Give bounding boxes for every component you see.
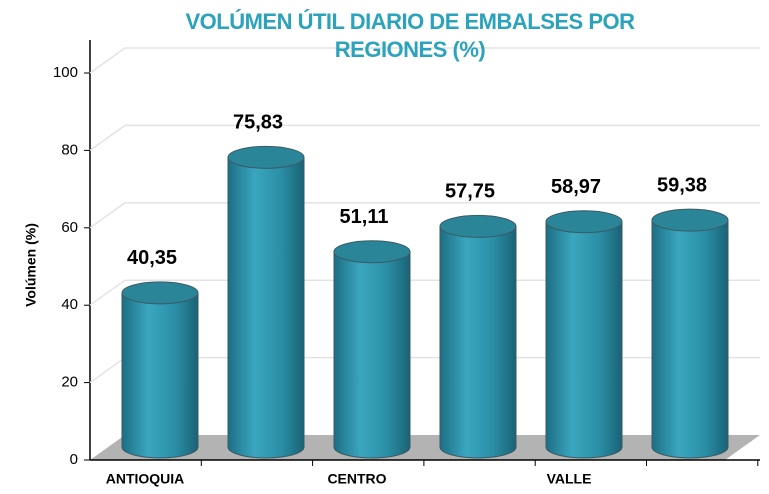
cylinder: [545, 221, 623, 459]
y-tick-label: 60: [61, 219, 78, 236]
cylinder: [333, 251, 411, 459]
cylinder-top: [545, 210, 623, 234]
cylinder-top: [651, 208, 729, 232]
y-tick-label: 80: [61, 141, 78, 158]
x-tick-label: VALLE: [547, 471, 592, 487]
y-tick-label: 100: [53, 64, 78, 81]
y-tick-label: 0: [70, 451, 78, 468]
cylinder-top: [121, 281, 199, 305]
x-tick-label: CENTRO: [327, 471, 386, 487]
y-tick-label: 20: [61, 374, 78, 391]
grid-line: [89, 202, 760, 229]
value-label: 51,11: [340, 206, 389, 228]
value-label: 75,83: [233, 112, 283, 134]
chart-title: VOLÚMEN ÚTIL DIARIO DE EMBALSES POR REGI…: [185, 9, 635, 62]
cylinder-top: [227, 145, 305, 169]
cylinder-top: [333, 240, 411, 264]
cylinder-top: [439, 214, 517, 238]
value-label: 57,75: [445, 181, 495, 203]
cylinder: [439, 225, 517, 459]
value-label: 40,35: [127, 247, 177, 269]
cylinder: [121, 292, 199, 459]
y-axis-label: Volúmen (%): [23, 223, 39, 307]
value-label: 59,38: [657, 174, 707, 196]
y-tick-label: 40: [61, 296, 78, 313]
cylinder: [651, 219, 729, 459]
grid-line: [89, 124, 760, 152]
value-label: 58,97: [551, 176, 601, 198]
x-tick-label: ANTIOQUIA: [106, 471, 185, 487]
grid-line: [89, 47, 760, 74]
cylinder: [227, 156, 305, 459]
